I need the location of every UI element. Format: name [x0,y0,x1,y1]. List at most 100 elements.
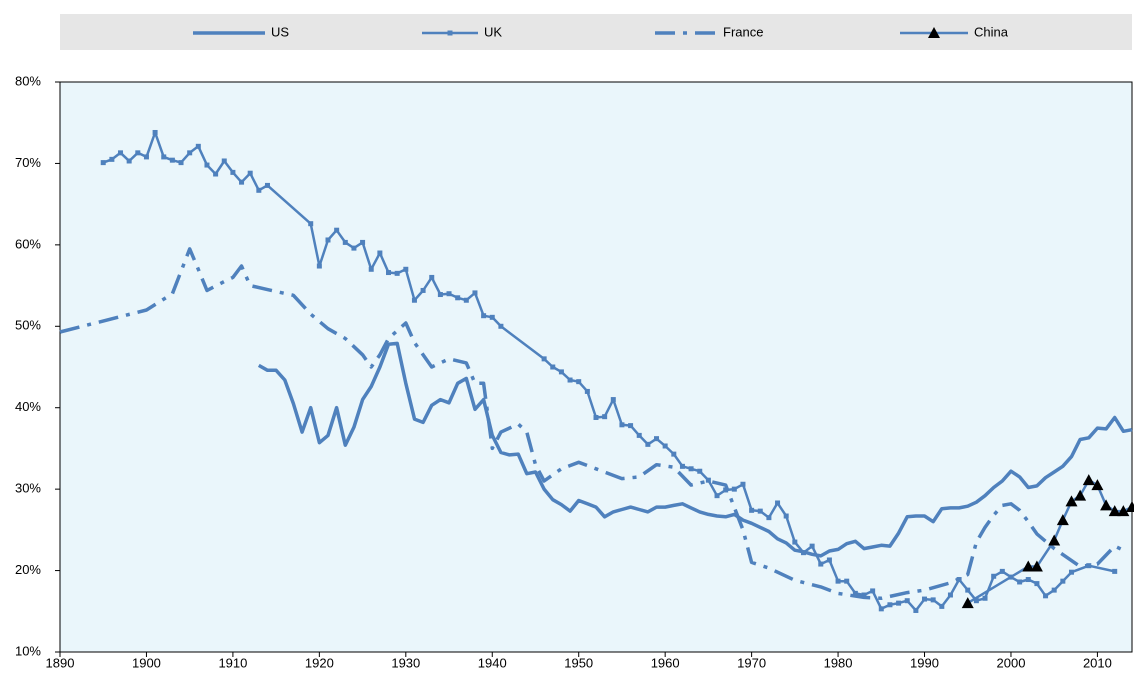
data-point [826,557,832,563]
data-point [481,313,487,319]
data-point [1065,495,1078,507]
data-point [619,422,625,428]
data-point [541,356,547,362]
data-point [386,270,392,276]
y-tick-label: 70% [15,155,41,170]
legend-label: UK [484,24,502,39]
x-tick-label: 1940 [478,655,507,670]
data-point [550,364,556,370]
data-point [394,270,400,276]
data-point [731,486,737,492]
data-point [809,543,815,549]
x-tick-label: 2010 [1083,655,1112,670]
data-point [584,388,590,394]
data-point [1017,579,1023,585]
data-point [1056,514,1069,526]
legend-label: US [271,24,289,39]
data-point [325,237,331,243]
data-point [126,158,132,164]
data-point [783,513,789,519]
data-point [939,603,945,609]
data-point [118,150,124,156]
data-point [1043,593,1049,599]
data-point [1048,534,1061,546]
data-point [870,588,876,594]
data-point [1030,560,1043,572]
data-point [1074,489,1087,501]
data-point [135,150,141,156]
data-point [991,573,997,579]
data-point [1082,474,1095,486]
data-point [705,477,711,483]
data-point [610,397,616,403]
y-tick-label: 80% [15,73,41,88]
y-tick-label: 60% [15,236,41,251]
data-point [852,590,858,596]
legend-marker [447,30,453,36]
data-point [187,150,193,156]
data-point [1022,560,1035,572]
data-point [973,598,979,604]
data-point [844,578,850,584]
data-point [887,602,893,608]
data-point [420,287,426,293]
data-point [316,263,322,269]
data-point [740,481,746,487]
legend-label: France [723,24,763,39]
data-point [567,377,573,383]
data-point [818,561,824,567]
x-tick-label: 1950 [564,655,593,670]
data-point [930,597,936,603]
data-point [1034,581,1040,587]
data-point [1126,501,1134,513]
data-point [498,323,504,329]
data-point [636,432,642,438]
data-point [1060,578,1066,584]
data-point [558,369,564,375]
data-point [204,162,210,168]
data-point [169,157,175,163]
data-point [671,451,677,457]
data-point [961,597,974,609]
data-point [489,314,495,320]
data-point [792,539,798,545]
data-point [368,266,374,272]
data-point [775,500,781,506]
x-tick-label: 1900 [132,655,161,670]
legend-label: China [974,24,1009,39]
data-point [922,596,928,602]
series-line [257,341,1133,558]
data-point [195,143,201,149]
data-point [861,592,867,598]
data-point [100,160,106,166]
legend-marker [928,27,940,38]
data-point [472,290,478,296]
x-tick-label: 1960 [651,655,680,670]
x-tick-label: 1970 [737,655,766,670]
x-tick-label: 1890 [46,655,75,670]
data-point [308,221,314,227]
data-point [221,158,227,164]
data-point [230,169,236,175]
data-point [1117,505,1130,517]
y-tick-label: 40% [15,399,41,414]
data-point [1091,479,1104,491]
data-point [714,493,720,499]
data-point [896,600,902,606]
data-point [999,568,1005,574]
data-point [982,595,988,601]
x-tick-label: 2000 [997,655,1026,670]
data-point [1108,505,1121,517]
data-point [455,295,461,301]
x-tick-label: 1910 [218,655,247,670]
data-point [377,250,383,256]
data-point [878,606,884,612]
data-point [947,592,953,598]
plot-area [59,81,1133,653]
data-point [697,468,703,474]
data-point [723,487,729,493]
series-line [59,247,1125,601]
data-point [256,187,262,193]
data-point [1100,499,1113,511]
